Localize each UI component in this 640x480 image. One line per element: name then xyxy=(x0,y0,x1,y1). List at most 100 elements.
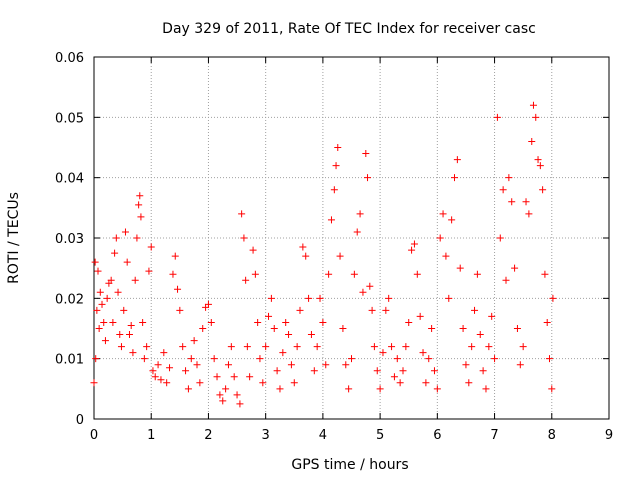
y-tick-label: 0.01 xyxy=(55,353,84,368)
data-point xyxy=(100,318,108,326)
y-tick-label: 0.06 xyxy=(55,51,84,66)
data-point xyxy=(179,343,187,351)
data-point xyxy=(116,331,124,339)
data-point xyxy=(505,174,513,182)
data-point xyxy=(528,137,536,145)
plot-frame xyxy=(93,56,610,420)
data-point xyxy=(93,306,101,314)
data-point xyxy=(171,252,179,260)
data-point xyxy=(136,192,144,200)
axes: 0 1 2 3 4 5 6 7 8 9 0 0.01 0.02 0.03 0.04 0.05 0.06 xyxy=(55,51,613,443)
data-point xyxy=(117,343,125,351)
x-tick-label: 9 xyxy=(605,428,613,443)
data-point xyxy=(133,234,141,242)
data-point xyxy=(240,234,248,242)
data-point xyxy=(125,331,133,339)
y-tick-label: 0.02 xyxy=(55,292,84,307)
data-point xyxy=(408,246,416,254)
x-tick-label: 8 xyxy=(548,428,556,443)
data-point xyxy=(402,343,410,351)
data-point xyxy=(109,318,117,326)
data-point xyxy=(287,361,295,369)
data-point xyxy=(327,216,335,224)
data-point xyxy=(123,258,131,266)
data-point xyxy=(166,364,174,372)
x-tick-label: 7 xyxy=(490,428,498,443)
data-point xyxy=(92,355,100,363)
data-point xyxy=(534,156,542,164)
data-point xyxy=(428,325,436,332)
data-point xyxy=(182,367,190,375)
data-point xyxy=(135,201,143,209)
data-point xyxy=(224,361,232,369)
data-point xyxy=(353,228,361,236)
data-point xyxy=(249,246,257,254)
x-tick-label: 5 xyxy=(376,428,384,443)
data-point xyxy=(433,385,441,393)
data-point xyxy=(107,276,115,284)
data-point xyxy=(345,385,353,393)
data-point xyxy=(160,349,168,357)
data-point xyxy=(468,343,476,351)
x-axis-title: GPS time / hours xyxy=(291,457,408,473)
data-point xyxy=(543,318,551,326)
data-point xyxy=(199,325,207,332)
data-points xyxy=(90,101,557,408)
data-point xyxy=(462,361,470,369)
data-point xyxy=(296,306,304,314)
x-tick-label: 4 xyxy=(319,428,327,443)
data-point xyxy=(488,312,496,320)
data-point xyxy=(202,303,210,311)
data-point xyxy=(491,355,499,363)
data-point xyxy=(448,216,456,224)
grid xyxy=(94,57,609,419)
data-point xyxy=(139,318,147,326)
data-point xyxy=(502,276,510,284)
data-point xyxy=(522,198,530,206)
data-point xyxy=(334,144,342,151)
data-point xyxy=(196,379,204,387)
data-point xyxy=(95,325,103,332)
data-point xyxy=(121,228,129,236)
data-point xyxy=(508,198,516,206)
data-point xyxy=(368,306,376,314)
data-point xyxy=(359,288,367,296)
data-point xyxy=(493,113,501,121)
data-point xyxy=(465,379,473,387)
data-point xyxy=(459,325,467,332)
data-point xyxy=(545,355,553,363)
data-point xyxy=(101,337,109,345)
data-point xyxy=(342,361,350,369)
data-point xyxy=(529,101,537,109)
data-point xyxy=(103,294,111,302)
data-point xyxy=(471,306,479,314)
data-point xyxy=(276,385,284,393)
data-point xyxy=(256,355,264,363)
data-point xyxy=(282,318,290,326)
data-point xyxy=(513,325,521,332)
data-point xyxy=(216,391,224,399)
data-point xyxy=(348,355,355,363)
data-point xyxy=(541,270,549,278)
data-point xyxy=(238,210,246,218)
data-point xyxy=(307,331,315,339)
data-point xyxy=(436,234,444,242)
data-point xyxy=(382,306,390,314)
data-point xyxy=(219,397,227,405)
data-point xyxy=(356,210,364,218)
data-point xyxy=(279,349,287,357)
data-point xyxy=(251,270,259,278)
chart-title: Day 329 of 2011, Rate Of TEC Index for r… xyxy=(162,21,536,37)
data-point xyxy=(485,343,493,351)
data-point xyxy=(479,367,487,375)
data-point xyxy=(499,186,507,194)
data-point xyxy=(243,343,251,351)
data-point xyxy=(532,113,540,121)
y-tick-label: 0 xyxy=(76,413,84,428)
data-point xyxy=(456,264,464,272)
data-point xyxy=(91,258,99,266)
data-point xyxy=(293,343,301,351)
data-point xyxy=(112,234,120,242)
data-point xyxy=(233,391,241,399)
data-point xyxy=(330,186,338,194)
